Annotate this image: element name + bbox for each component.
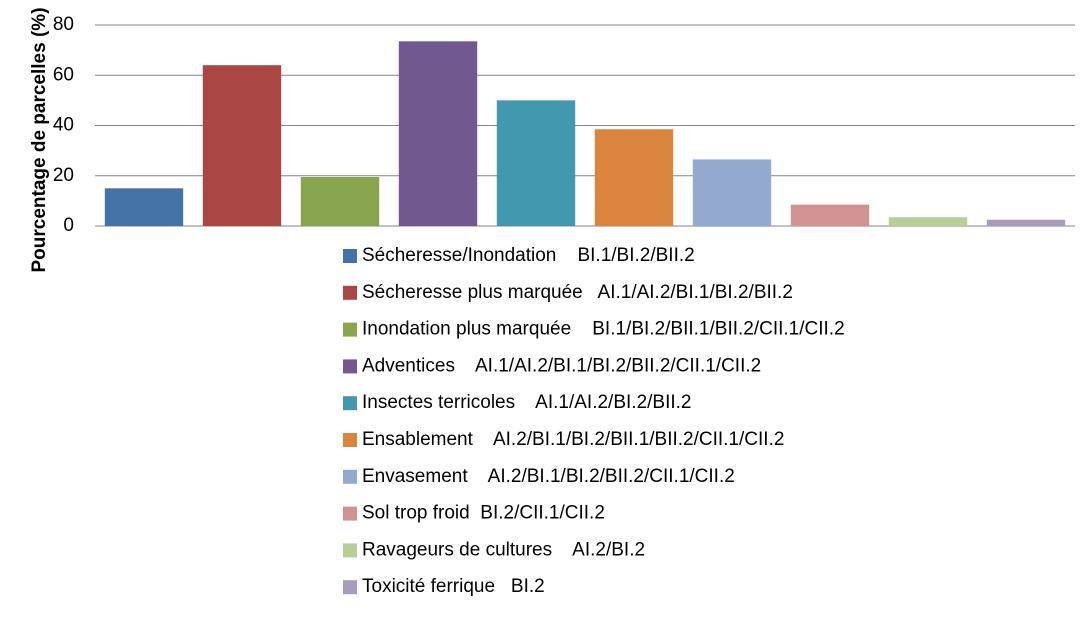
y-axis-label: Pourcentage de parcelles (%) [29, 7, 50, 272]
legend-swatch [343, 469, 357, 484]
legend-swatch [343, 322, 357, 337]
legend-label: Sécheresse/Inondation BI.1/BI.2/BII.2 [362, 245, 695, 266]
bar [692, 159, 772, 226]
legend-swatch [343, 580, 357, 595]
bar [104, 188, 184, 226]
legend-swatch [343, 543, 357, 558]
legend-label: Adventices AI.1/AI.2/BI.1/BI.2/BII.2/CII… [362, 355, 761, 376]
legend-label: Insectes terricoles AI.1/AI.2/BI.2/BII.2 [362, 392, 692, 413]
legend-label: Sol trop froid BI.2/CII.1/CII.2 [362, 503, 605, 524]
bar [300, 177, 380, 226]
bar [790, 204, 870, 226]
y-tick-label: 40 [53, 115, 74, 136]
y-tick-label: 0 [63, 215, 74, 236]
bar [986, 219, 1066, 226]
legend-swatch [343, 249, 357, 263]
y-tick-label: 80 [53, 14, 74, 35]
legend-swatch [343, 285, 357, 300]
bar [594, 129, 674, 226]
legend-swatch [343, 506, 357, 521]
legend-label: Sécheresse plus marquée AI.1/AI.2/BI.1/B… [362, 282, 793, 303]
bar [496, 100, 576, 226]
legend-swatch [343, 396, 357, 411]
legend-label: Ensablement AI.2/BI.1/BI.2/BII.1/BII.2/C… [362, 429, 784, 450]
legend-label: Envasement AI.2/BI.1/BI.2/BII.2/CII.1/CI… [362, 466, 735, 487]
bar [398, 41, 478, 226]
bar [888, 217, 968, 226]
legend-label: Inondation plus marquée BI.1/BI.2/BII.1/… [362, 319, 845, 340]
y-tick-label: 60 [53, 64, 74, 85]
bar [202, 65, 282, 226]
legend-label: Toxicité ferrique BI.2 [362, 576, 545, 597]
legend-swatch [343, 359, 357, 374]
y-tick-label: 20 [53, 165, 74, 186]
legend-swatch [343, 433, 357, 447]
legend-label: Ravageurs de cultures AI.2/BI.2 [362, 539, 645, 560]
